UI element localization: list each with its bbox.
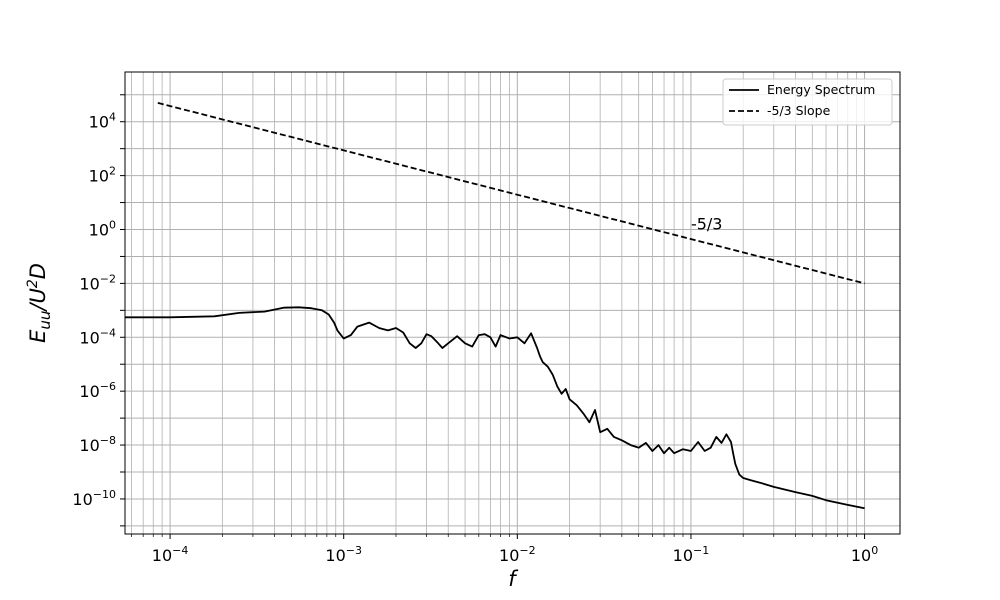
slope-annotation: -5/3 — [691, 214, 723, 233]
series-layer — [125, 102, 865, 510]
y-tick-label: 10−8 — [79, 434, 116, 455]
y-tick-label: 104 — [89, 111, 116, 132]
y-axis-title: Euu/U2D — [25, 263, 54, 343]
y-tick-label: 10−4 — [79, 326, 116, 347]
plot-area — [125, 72, 900, 534]
y-tick-label: 102 — [89, 165, 116, 186]
plot-frame — [124, 71, 901, 535]
y-tick-label: 100 — [89, 218, 116, 239]
energy-spectrum-line — [125, 306, 865, 510]
ticks — [120, 94, 866, 539]
y-tick-label: 10−2 — [79, 272, 116, 293]
x-tick-label: 10−4 — [152, 544, 189, 565]
x-tick-label: 10−2 — [499, 544, 536, 565]
y-tick-label: 10−10 — [72, 488, 116, 509]
x-tick-label: 10−1 — [673, 544, 710, 565]
x-tick-label: 10−3 — [325, 544, 362, 565]
slope-line — [157, 102, 865, 285]
tick-labels: 10−4 10−3 10−2 10−1 100 10−10 10−8 10−6 10−4 10−2… — [72, 111, 878, 565]
y-tick-label: 10−6 — [79, 380, 116, 401]
grid — [125, 72, 900, 534]
x-tick-label: 100 — [851, 544, 878, 565]
legend: Energy Spectrum -5/3 Slope — [722, 78, 893, 126]
legend-box — [722, 78, 893, 126]
legend-label-energy-spectrum: Energy Spectrum — [767, 82, 875, 97]
x-axis-title: f — [508, 567, 519, 591]
legend-label-slope: -5/3 Slope — [767, 103, 831, 118]
